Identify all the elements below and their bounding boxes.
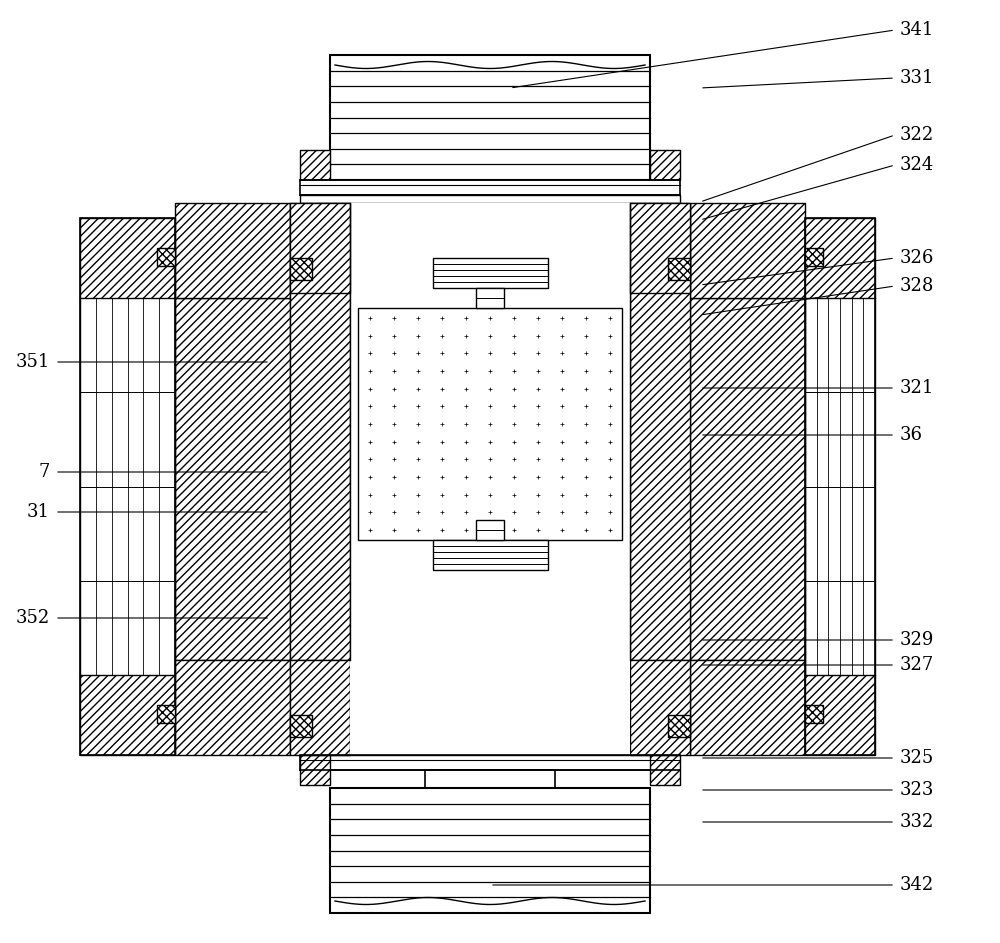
Bar	[290, 258, 312, 280]
Text: 36: 36	[900, 426, 923, 444]
Bar	[433, 258, 548, 288]
Bar	[290, 660, 350, 755]
Bar	[175, 660, 290, 755]
Bar	[157, 705, 175, 723]
Bar	[805, 218, 875, 755]
Bar	[290, 203, 350, 293]
Bar	[290, 203, 350, 660]
Bar	[476, 520, 504, 540]
Bar	[290, 715, 312, 737]
Text: 326: 326	[900, 249, 934, 267]
Text: 342: 342	[900, 876, 934, 894]
Bar	[650, 755, 680, 785]
Bar	[330, 55, 650, 180]
Bar	[630, 203, 690, 660]
Bar	[805, 705, 823, 723]
Bar	[175, 203, 290, 298]
Text: 31: 31	[27, 503, 50, 521]
Bar	[330, 788, 650, 913]
Text: 321: 321	[900, 379, 934, 397]
Bar	[425, 770, 555, 788]
Bar	[80, 675, 175, 755]
Bar	[650, 150, 680, 180]
Bar	[805, 675, 875, 755]
Bar	[690, 203, 805, 298]
Bar	[157, 248, 175, 266]
Text: 331: 331	[900, 69, 934, 87]
Bar	[300, 150, 330, 180]
Bar	[630, 660, 690, 755]
Bar	[300, 755, 330, 785]
Text: 341: 341	[900, 21, 934, 39]
Bar	[630, 203, 690, 293]
Text: 351: 351	[16, 353, 50, 371]
Text: 323: 323	[900, 781, 934, 799]
Bar	[80, 218, 175, 755]
Bar	[300, 755, 680, 770]
Text: 327: 327	[900, 656, 934, 674]
Bar	[358, 308, 622, 540]
Bar	[80, 218, 175, 298]
Text: 352: 352	[16, 609, 50, 627]
Bar	[300, 180, 680, 195]
Text: 328: 328	[900, 277, 934, 295]
Text: 322: 322	[900, 126, 934, 144]
Bar	[805, 248, 823, 266]
Bar	[668, 258, 690, 280]
Text: 324: 324	[900, 156, 934, 174]
Bar	[350, 660, 630, 755]
Bar	[175, 298, 290, 660]
Bar	[350, 203, 630, 660]
Bar	[476, 288, 504, 308]
Bar	[300, 195, 680, 203]
Text: 332: 332	[900, 813, 934, 831]
Bar	[690, 298, 805, 660]
Bar	[805, 218, 875, 298]
Bar	[433, 540, 548, 570]
Text: 325: 325	[900, 749, 934, 767]
Text: 7: 7	[39, 463, 50, 481]
Bar	[668, 715, 690, 737]
Bar	[690, 660, 805, 755]
Bar	[300, 747, 680, 755]
Text: 329: 329	[900, 631, 934, 649]
